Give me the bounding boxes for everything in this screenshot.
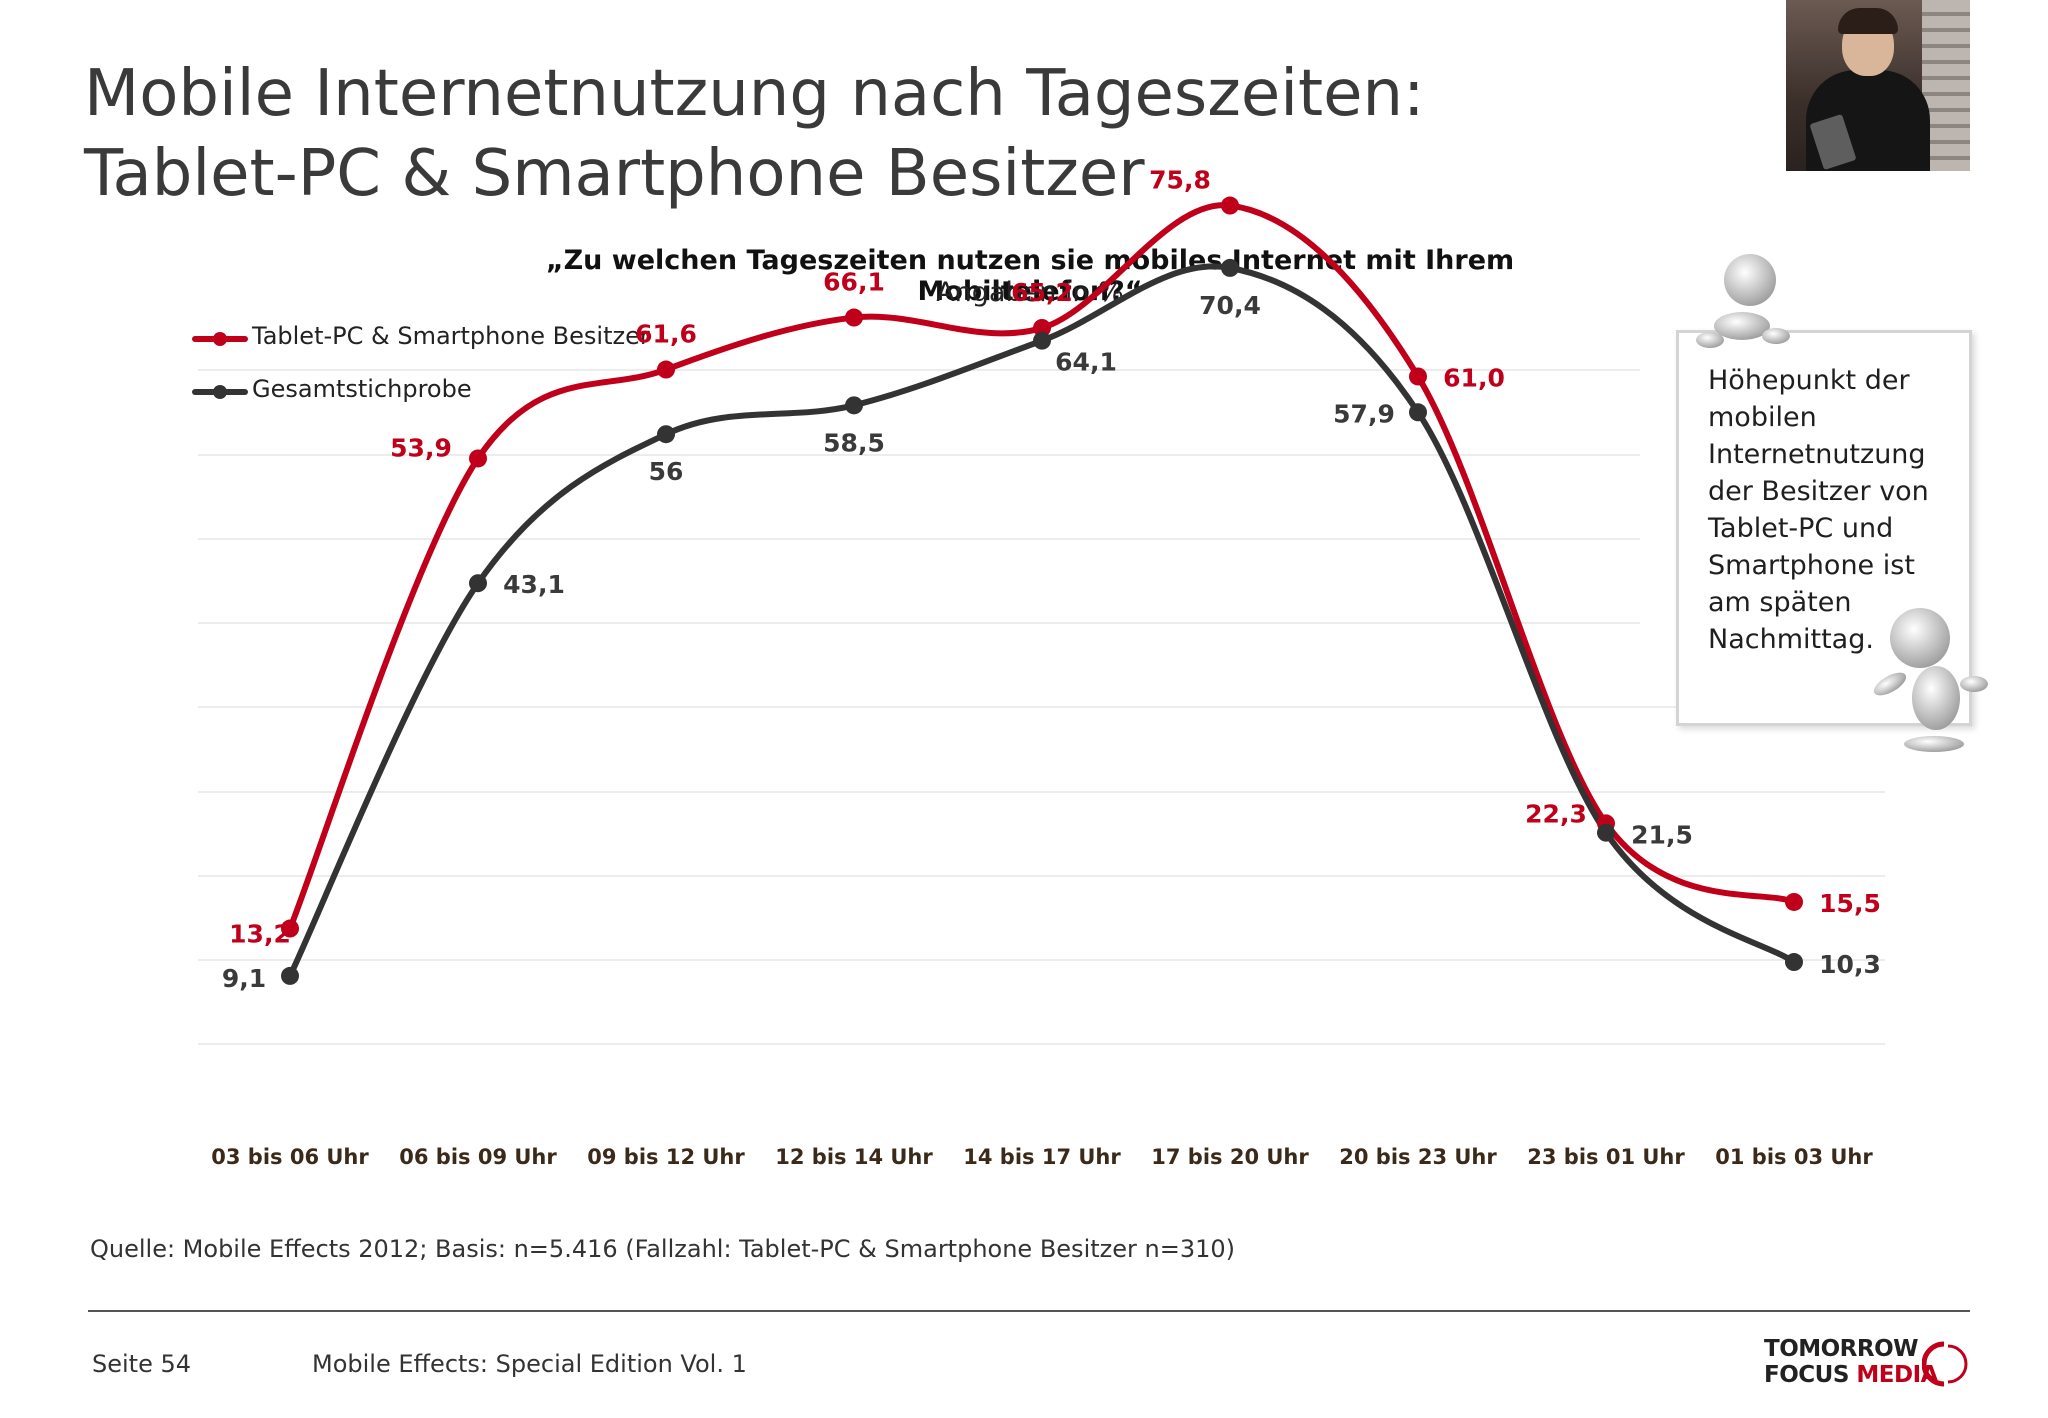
logo-line-1: TOMORROW	[1764, 1336, 1919, 1362]
data-label-0-0: 13,2	[229, 920, 291, 949]
data-label-1-5: 70,4	[1199, 291, 1261, 320]
data-label-1-2: 56	[649, 457, 684, 486]
data-label-1-4: 64,1	[1055, 348, 1117, 377]
legend-dot-dark	[213, 385, 227, 399]
data-label-0-3: 66,1	[823, 268, 885, 297]
data-label-0-2: 61,6	[635, 320, 697, 349]
data-label-1-7: 21,5	[1631, 821, 1693, 850]
data-label-0-7: 22,3	[1525, 799, 1587, 828]
data-label-0-5: 75,8	[1149, 166, 1211, 195]
legend-label-dark: Gesamtstichprobe	[252, 375, 472, 403]
data-point-1-7	[1597, 823, 1615, 842]
data-point-0-0	[281, 919, 299, 938]
data-label-0-4: 65,2	[1011, 278, 1073, 307]
data-point-0-8	[1785, 892, 1803, 911]
man-with-tablet-photo	[1786, 0, 1970, 171]
category-label-5: 17 bis 20 Uhr	[1151, 1145, 1309, 1169]
data-label-1-1: 43,1	[503, 570, 565, 599]
data-point-0-3	[845, 308, 863, 327]
category-label-7: 23 bis 01 Uhr	[1527, 1145, 1685, 1169]
data-point-0-6	[1409, 367, 1427, 386]
source-note: Quelle: Mobile Effects 2012; Basis: n=5.…	[90, 1235, 1235, 1263]
data-label-1-6: 57,9	[1333, 399, 1395, 428]
legend-dot-red	[213, 332, 227, 346]
category-label-8: 01 bis 03 Uhr	[1715, 1145, 1873, 1169]
data-label-0-6: 61,0	[1443, 363, 1505, 392]
logo-arc-icon	[1922, 1341, 1968, 1387]
category-label-0: 03 bis 06 Uhr	[211, 1145, 369, 1169]
page-number: Seite 54	[92, 1350, 192, 1378]
data-point-1-6	[1409, 403, 1427, 422]
data-point-1-5	[1221, 258, 1239, 277]
tomorrow-focus-media-logo: TOMORROW FOCUS MEDIA	[1764, 1336, 1974, 1392]
title-line-2: Tablet-PC & Smartphone Besitzer	[84, 137, 1145, 211]
chart-title: „Zu welchen Tageszeiten nutzen sie mobil…	[545, 245, 1515, 307]
category-label-2: 09 bis 12 Uhr	[587, 1145, 745, 1169]
data-point-0-4	[1033, 318, 1051, 337]
data-label-1-8: 10,3	[1819, 950, 1881, 979]
data-point-1-8	[1785, 953, 1803, 972]
series-line-1	[287, 263, 1797, 979]
edition-label: Mobile Effects: Special Edition Vol. 1	[312, 1350, 747, 1378]
data-point-0-1	[469, 449, 487, 468]
3d-figure-leaning-icon	[1696, 254, 1790, 348]
3d-figure-pointing-icon	[1873, 608, 1988, 752]
category-label-1: 06 bis 09 Uhr	[399, 1145, 557, 1169]
category-label-3: 12 bis 14 Uhr	[775, 1145, 933, 1169]
title-line-1: Mobile Internetnutzung nach Tageszeiten:	[84, 57, 1425, 131]
page-title: Mobile Internetnutzung nach Tageszeiten:…	[84, 54, 1425, 214]
data-point-0-2	[657, 360, 675, 379]
photo-window-blinds	[1922, 0, 1970, 171]
data-point-1-4	[1033, 331, 1051, 350]
data-point-1-2	[657, 425, 675, 444]
category-label-6: 20 bis 23 Uhr	[1339, 1145, 1497, 1169]
data-point-0-5	[1221, 196, 1239, 215]
callout-text: Höhepunkt der mobilen Internetnutzung de…	[1708, 365, 1929, 655]
data-point-1-1	[469, 574, 487, 593]
legend-label-red: Tablet-PC & Smartphone Besitzer	[252, 322, 650, 350]
data-label-0-1: 53,9	[390, 433, 452, 462]
data-point-1-3	[845, 396, 863, 415]
data-point-1-0	[281, 966, 299, 985]
logo-line-2: FOCUS MEDIA	[1764, 1362, 1938, 1388]
data-label-1-0: 9,1	[222, 964, 266, 993]
data-label-1-3: 58,5	[823, 428, 885, 457]
chart-subtitle: Angaben in %	[936, 277, 1124, 308]
category-label-4: 14 bis 17 Uhr	[963, 1145, 1121, 1169]
logo-line-2-focus: FOCUS	[1764, 1362, 1857, 1388]
footer-divider	[88, 1310, 1970, 1312]
photo-person-hair	[1838, 8, 1898, 34]
data-label-0-8: 15,5	[1819, 889, 1881, 918]
